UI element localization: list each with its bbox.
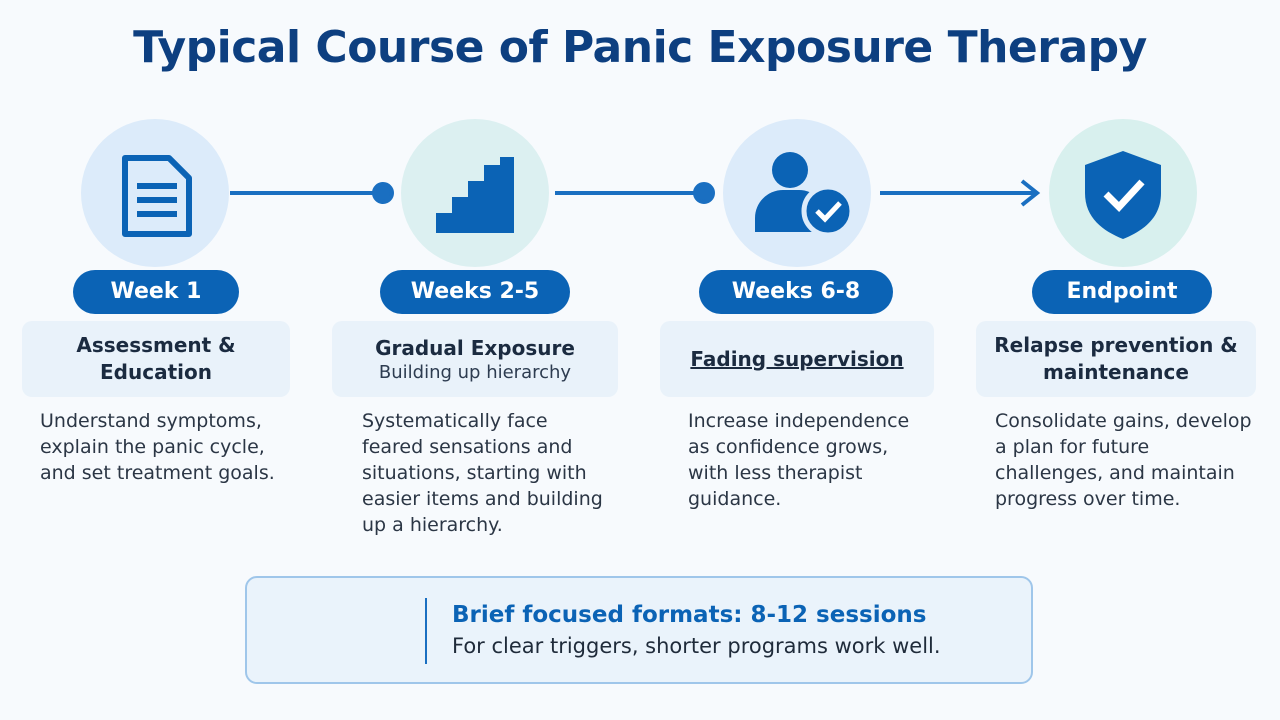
step-description: Consolidate gains, develop a plan for fu… [995,410,1252,510]
step-label: Weeks 6-8 [699,270,893,314]
connector-dot [693,182,715,204]
step-label: Week 1 [73,270,239,314]
connectors [230,179,1041,207]
step-label: Weeks 2-5 [380,270,570,314]
note-box: Brief focused formats: 8-12 sessions For… [245,576,1033,684]
arrow-head [1020,179,1041,207]
step-heading: Relapse prevention & maintenance [994,333,1238,384]
step-label: Endpoint [1032,270,1212,314]
step-card: Fading supervision [660,321,934,397]
connector-dot [372,182,394,204]
step-card: Relapse prevention & maintenance [976,321,1256,397]
shield-icon [1085,151,1161,239]
title: Typical Course of Panic Exposure Therapy [133,22,1147,73]
step-description: Systematically face feared sensations an… [362,410,603,536]
step-subheading: Building up hierarchy [378,362,572,383]
step-card: Gradual Exposure Building up hierarchy [332,321,618,397]
note-title: Brief focused formats: 8-12 sessions [452,602,927,628]
stairs-icon [436,157,514,233]
step-circle [81,119,229,267]
step-card: Assessment & Education [22,321,290,397]
user-check-icon [755,152,855,238]
step-heading: Fading supervision [690,346,904,371]
document-icon [122,155,192,237]
step-heading: Assessment & Education [76,333,236,384]
step-heading: Gradual Exposure [375,336,575,360]
step-description: Increase independence as confidence grow… [688,410,910,510]
step-description: Understand symptoms, explain the panic c… [40,410,275,484]
divider [425,598,427,664]
note-text: For clear triggers, shorter programs wor… [452,634,941,658]
